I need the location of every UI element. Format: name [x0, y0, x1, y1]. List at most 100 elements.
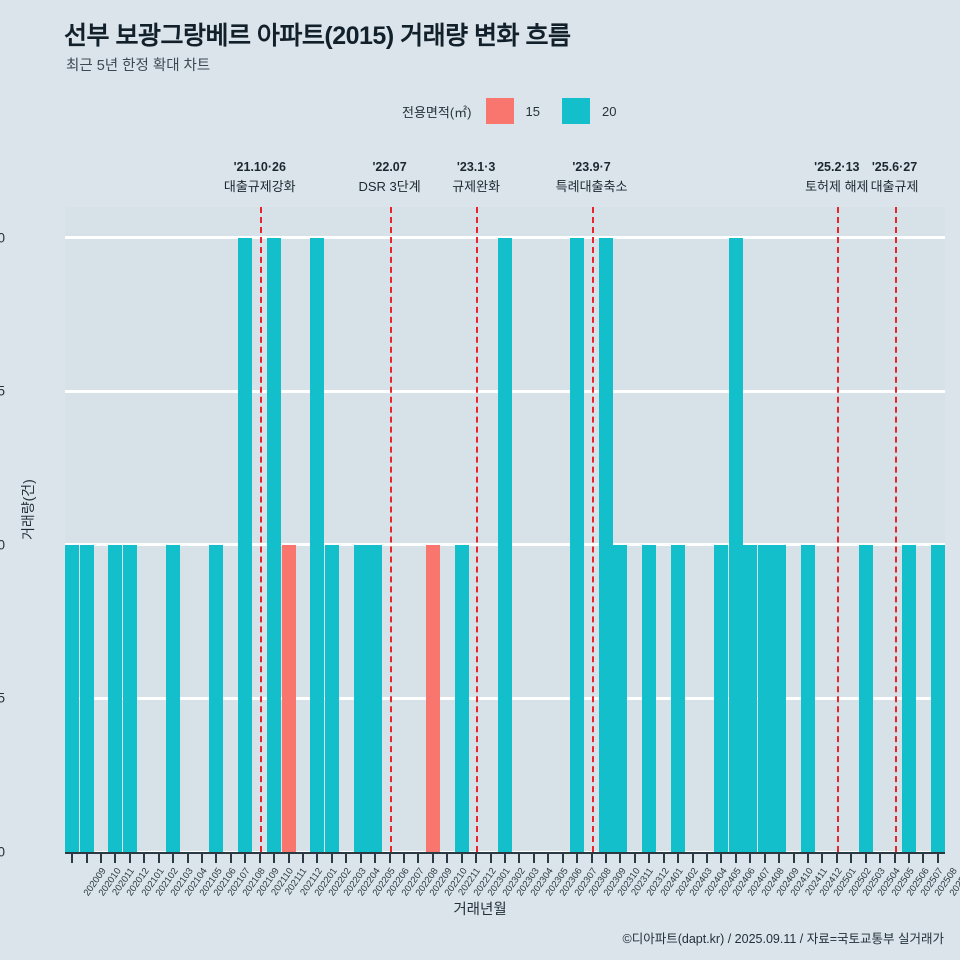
bar: [281, 544, 296, 852]
x-tick-mark: [879, 854, 882, 863]
annotation-text: 특례대출축소: [555, 179, 628, 195]
x-tick-mark: [172, 854, 175, 863]
x-tick-mark: [850, 854, 853, 863]
x-tick-mark: [922, 854, 925, 863]
annotation-text: 대출규제: [870, 179, 919, 195]
bar: [757, 544, 772, 852]
annotation-line: [836, 207, 839, 852]
legend-label-15: 15: [525, 103, 540, 119]
x-tick-mark: [633, 854, 636, 863]
annotation-text: DSR 3단계: [358, 179, 421, 195]
bar: [728, 237, 743, 852]
x-tick-mark: [273, 854, 276, 863]
x-tick-mark: [403, 854, 406, 863]
annotation-line: [591, 207, 594, 852]
x-tick-mark: [388, 854, 391, 863]
annotation-line: [894, 207, 897, 852]
bar: [267, 237, 282, 852]
x-tick-mark: [316, 854, 319, 863]
legend: 전용면적(㎡) 15 20: [402, 98, 616, 124]
bar: [65, 544, 80, 852]
x-tick-mark: [792, 854, 795, 863]
annotation-date: '23.9·7: [572, 160, 611, 174]
bar: [570, 237, 585, 852]
x-tick-mark: [749, 854, 752, 863]
x-tick-mark: [763, 854, 766, 863]
bar: [209, 544, 224, 852]
bar: [743, 544, 758, 852]
y-tick-label: 2.0: [0, 230, 5, 246]
x-tick-mark: [460, 854, 463, 863]
x-tick-mark: [893, 854, 896, 863]
x-tick-mark: [71, 854, 74, 863]
x-tick-mark: [734, 854, 737, 863]
legend-swatch-15: [485, 98, 514, 124]
bar: [454, 544, 469, 852]
annotation-label: '21.10·26 대출규제강화: [224, 158, 296, 198]
x-tick-mark: [446, 854, 449, 863]
x-tick-mark: [561, 854, 564, 863]
bar: [79, 544, 94, 852]
bar: [353, 544, 368, 852]
y-axis-label: 거래량(건): [20, 479, 36, 540]
annotation-line: [259, 207, 262, 852]
x-tick-mark: [417, 854, 420, 863]
x-tick-mark: [705, 854, 708, 863]
x-tick-mark: [518, 854, 521, 863]
x-tick-mark: [547, 854, 550, 863]
x-tick-mark: [287, 854, 290, 863]
bar: [310, 237, 325, 852]
x-tick-mark: [157, 854, 160, 863]
x-tick-mark: [864, 854, 867, 863]
annotation-label: '23.1·3 규제완화: [452, 158, 500, 198]
x-tick-mark: [100, 854, 103, 863]
plot-area: [65, 207, 945, 854]
y-tick-label: 1.0: [0, 537, 5, 553]
annotation-label: '25.6·27 대출규제: [871, 158, 919, 198]
annotation-line: [476, 207, 479, 852]
x-tick-mark: [128, 854, 131, 863]
x-tick-mark: [835, 854, 838, 863]
x-tick-mark: [143, 854, 146, 863]
x-axis-label: 거래년월: [453, 902, 507, 918]
annotation-date: '25.6·27: [871, 160, 918, 174]
annotation-date: '23.1·3: [456, 160, 496, 174]
x-tick-mark: [936, 854, 939, 863]
x-tick-mark: [244, 854, 247, 863]
bar: [122, 544, 137, 852]
x-tick-mark: [186, 854, 189, 863]
annotation-date: '22.07: [372, 160, 407, 174]
bar: [108, 544, 123, 852]
bar: [800, 544, 815, 852]
bar: [613, 544, 628, 852]
x-tick-mark: [677, 854, 680, 863]
bar: [858, 544, 873, 852]
x-tick-mark: [662, 854, 665, 863]
y-tick-label: 0.5: [0, 690, 5, 706]
x-tick-mark: [648, 854, 651, 863]
annotation-label: '23.9·7 특례대출축소: [556, 158, 628, 198]
annotation-date: '25.2·13: [814, 160, 860, 174]
x-tick-mark: [114, 854, 117, 863]
x-tick-mark: [229, 854, 232, 863]
annotation-text: 대출규제강화: [223, 179, 296, 195]
bar: [901, 544, 916, 852]
bar: [425, 544, 440, 852]
x-tick-mark: [302, 854, 305, 863]
x-tick-mark: [604, 854, 607, 863]
bar: [368, 544, 383, 852]
legend-swatch-20: [561, 98, 590, 124]
x-tick-mark: [345, 854, 348, 863]
page-title: 선부 보광그랑베르 아파트(2015) 거래량 변화 흐름: [64, 22, 571, 50]
x-tick-mark: [720, 854, 723, 863]
x-tick-mark: [374, 854, 377, 863]
annotation-date: '21.10·26: [233, 160, 286, 174]
x-tick-mark: [907, 854, 910, 863]
x-tick-mark: [85, 854, 88, 863]
x-tick-mark: [619, 854, 622, 863]
legend-label-20: 20: [601, 103, 617, 119]
annotation-text: 토허제 해제: [805, 179, 869, 195]
page-subtitle: 최근 5년 한정 확대 차트: [66, 58, 211, 74]
x-tick-mark: [330, 854, 333, 863]
x-tick-mark: [806, 854, 809, 863]
